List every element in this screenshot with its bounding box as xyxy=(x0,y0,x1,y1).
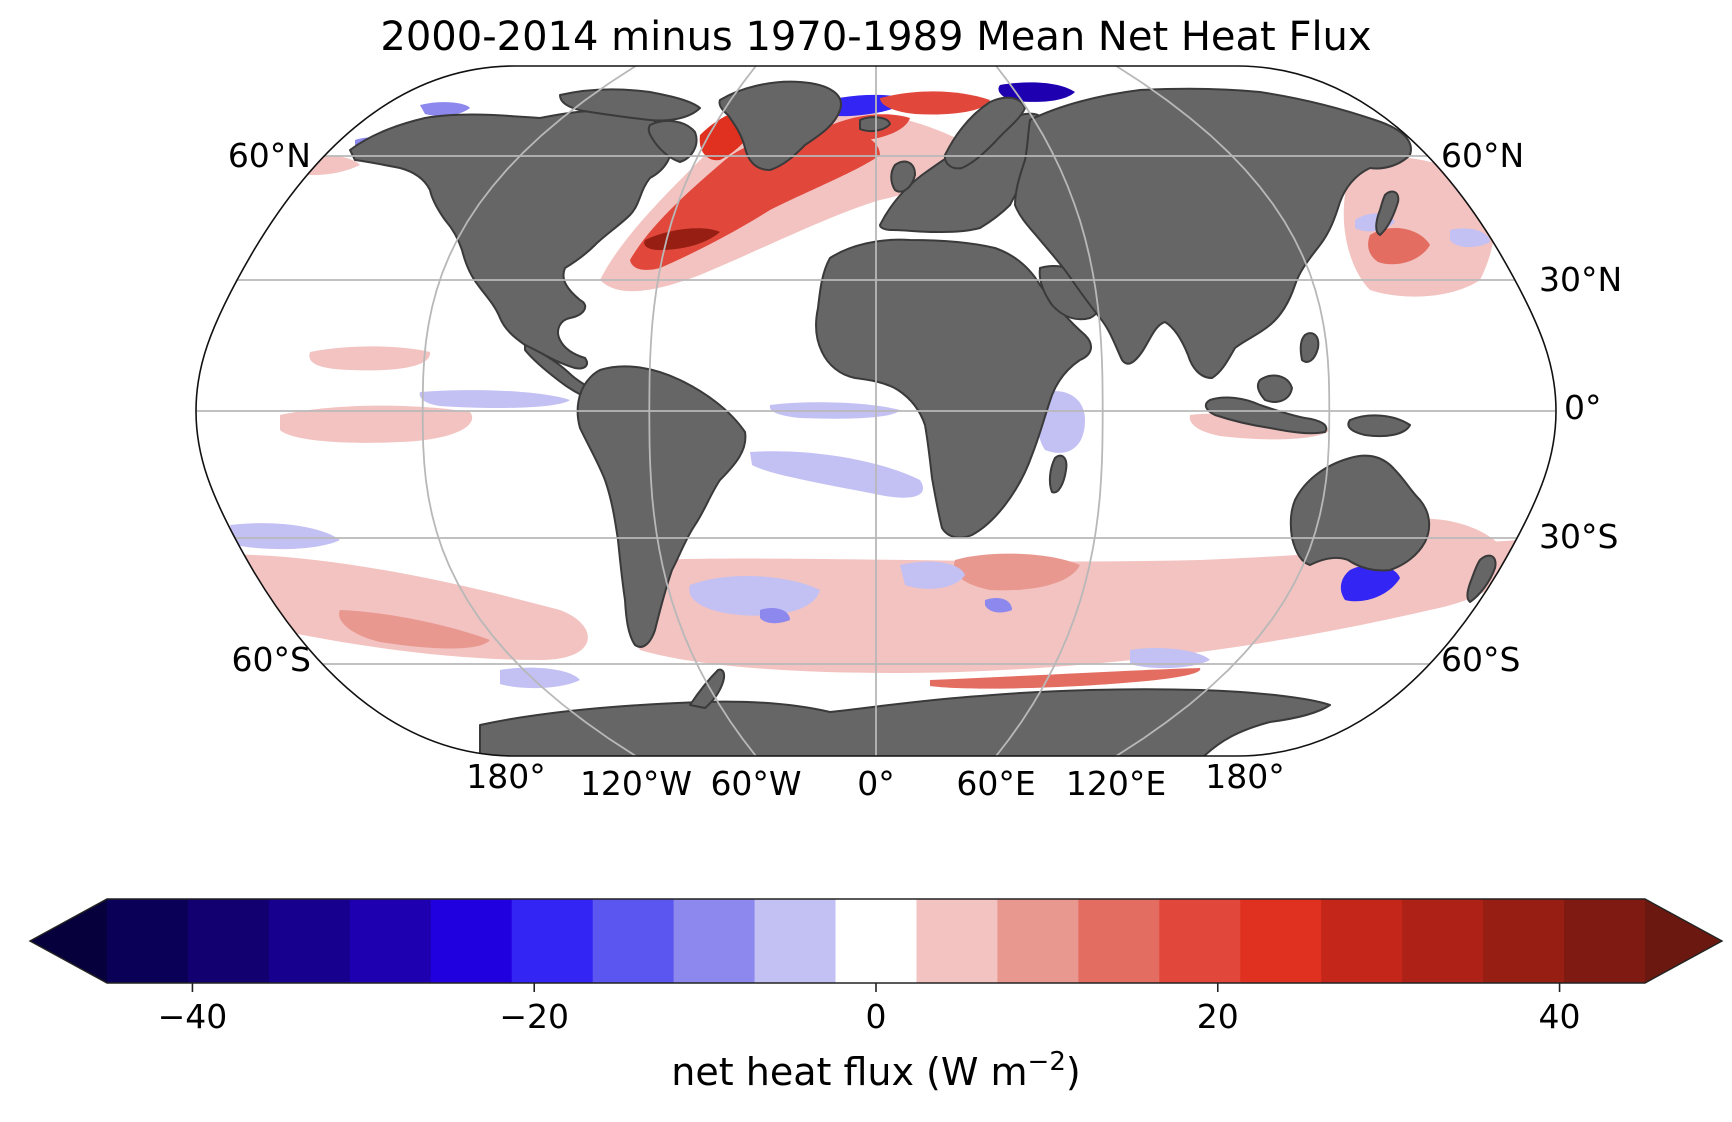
land-new-zealand xyxy=(1466,554,1497,603)
anomaly-east-australian-current xyxy=(1340,564,1400,602)
chart-title: 2000-2014 minus 1970-1989 Mean Net Heat … xyxy=(380,14,1371,60)
land-indonesia xyxy=(1204,396,1328,435)
map-boundary xyxy=(195,65,1557,757)
land-south-america xyxy=(576,365,747,648)
colorbar-segment xyxy=(916,899,999,983)
anomaly-southern-ocean-band xyxy=(930,668,1201,689)
colorbar-segment xyxy=(1159,899,1241,983)
graticule xyxy=(196,66,1556,756)
colorbar-segment xyxy=(268,899,351,983)
land xyxy=(349,80,1497,756)
colorbar-segment xyxy=(107,899,189,983)
anomaly-nordic-barents-seas xyxy=(880,91,990,115)
colorbar-extend-max xyxy=(1645,899,1722,983)
latitude-labels: 60°N 60°S 60°N 30°N 0° 30°S 60°S xyxy=(228,136,1622,679)
colorbar-tick-label: −40 xyxy=(158,997,228,1036)
lon-label-120e: 120°E xyxy=(1066,764,1166,803)
lon-label-60e: 60°E xyxy=(956,764,1035,803)
colorbar-extend-min xyxy=(30,899,107,983)
land-british-isles xyxy=(890,160,916,193)
lon-label-0: 0° xyxy=(857,764,895,803)
meridian-line xyxy=(421,66,637,756)
land-antarctic-peninsula xyxy=(689,668,726,709)
colorbar-segment xyxy=(997,899,1079,983)
anomaly-eastern-equatorial-pacific xyxy=(280,405,473,443)
land-asia xyxy=(1014,87,1412,379)
colorbar-segments xyxy=(30,899,1722,983)
colorbar-segment xyxy=(1240,899,1322,983)
anomaly-southern-ocean-blue xyxy=(760,608,790,624)
land-canadian-arctic xyxy=(559,88,701,122)
colorbar-segment xyxy=(1078,899,1160,983)
lat-label-right-30n: 30°N xyxy=(1539,260,1622,299)
anomaly-equatorial-pacific-blue xyxy=(419,390,570,408)
lat-label-left-60n: 60°N xyxy=(228,136,311,175)
anomaly-agulhas-retroflection xyxy=(954,553,1080,591)
anomaly-southern-ocean-blue xyxy=(985,598,1012,613)
land-africa xyxy=(815,238,1092,539)
colorbar-segment xyxy=(430,899,513,983)
colorbar-segment xyxy=(349,899,432,983)
colorbar-tick-label: −20 xyxy=(499,997,569,1036)
world-map xyxy=(195,65,1557,757)
longitude-labels: 180° 120°W 60°W 0° 60°E 120°E 180° xyxy=(466,757,1285,803)
colorbar-segment xyxy=(754,899,837,983)
lat-label-left-60s: 60°S xyxy=(232,640,311,679)
colorbar-segment xyxy=(511,899,594,983)
colorbar-segment xyxy=(1564,899,1646,983)
lon-label-180e: 180° xyxy=(1205,757,1285,796)
lat-label-right-0: 0° xyxy=(1564,388,1602,427)
meridian-line xyxy=(1115,66,1331,756)
anomaly-nordic-barents-seas xyxy=(998,82,1075,102)
land-borneo xyxy=(1256,374,1293,403)
colorbar-tick-label: 0 xyxy=(866,997,887,1036)
anomaly-north-pacific xyxy=(1450,228,1490,248)
meridian-line xyxy=(995,66,1104,756)
land-japan xyxy=(1375,190,1400,236)
colorbar-outline xyxy=(28,898,1724,984)
colorbar-segment xyxy=(592,899,675,983)
anomaly-kuroshio-extension xyxy=(1368,227,1430,265)
anomaly-north-atlantic-gulf-stream xyxy=(644,228,720,250)
colorbar-tick-label: 40 xyxy=(1539,997,1581,1036)
colorbar-segment xyxy=(1402,899,1484,983)
land-philippines xyxy=(1299,332,1320,363)
anomaly-southern-ocean-blue xyxy=(500,667,580,689)
anomaly-south-atlantic-blue xyxy=(900,561,965,589)
lon-label-180w: 180° xyxy=(466,757,546,796)
land-iceland xyxy=(859,116,891,133)
colorbar-label: net heat flux (W m−2) xyxy=(671,1047,1080,1094)
land-new-guinea xyxy=(1347,414,1411,438)
lat-label-right-60n: 60°N xyxy=(1441,136,1524,175)
anomaly-south-atlantic-blue xyxy=(689,575,820,616)
lat-label-right-60s: 60°S xyxy=(1441,640,1520,679)
colorbar-segment xyxy=(1483,899,1565,983)
colorbar-tick-label: 20 xyxy=(1197,997,1239,1036)
land-baffin-island xyxy=(647,119,698,163)
land-scandinavia xyxy=(943,96,1026,170)
lon-label-120w: 120°W xyxy=(580,764,692,803)
colorbar-segment xyxy=(187,899,270,983)
anomaly-southern-ocean-band xyxy=(629,540,1520,674)
meridian-line xyxy=(648,66,757,756)
colorbar-segment xyxy=(835,899,918,983)
lon-label-60w: 60°W xyxy=(710,764,801,803)
land-greenland xyxy=(718,80,842,171)
colorbar: −40 −20 0 20 40 net heat flux (W m−2) xyxy=(28,898,1724,1094)
colorbar-segment xyxy=(1321,899,1403,983)
land-madagascar xyxy=(1048,454,1068,494)
lat-label-right-30s: 30°S xyxy=(1539,517,1618,556)
anomaly-southern-ocean-blue xyxy=(1130,648,1210,669)
anomaly-equatorial-atlantic xyxy=(750,451,924,498)
colorbar-segment xyxy=(673,899,756,983)
anomaly-south-pacific-45s xyxy=(339,610,490,649)
anomaly-nordic-barents-seas xyxy=(420,102,470,116)
colorbar-ticks: −40 −20 0 20 40 xyxy=(158,983,1581,1036)
anomaly-eastern-equatorial-pacific xyxy=(309,346,431,371)
anomaly-southern-ocean-blue xyxy=(230,523,340,550)
